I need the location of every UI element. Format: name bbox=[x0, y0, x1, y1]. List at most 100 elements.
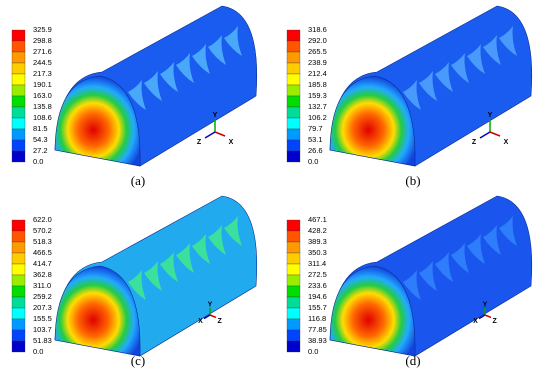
legend-label: 81.5 bbox=[33, 124, 48, 133]
legend-label: 414.7 bbox=[33, 259, 52, 268]
contour-stripe bbox=[160, 252, 178, 282]
colorbar-band bbox=[286, 128, 301, 141]
contour-stripe bbox=[483, 35, 501, 65]
legend-label: 362.8 bbox=[33, 270, 52, 279]
colorbar-band bbox=[286, 329, 301, 342]
legend-label: 570.2 bbox=[33, 226, 52, 235]
triad-label: Z bbox=[492, 318, 497, 325]
caption: (d) bbox=[405, 353, 420, 368]
axis-left bbox=[204, 131, 216, 139]
legend-label: 0.0 bbox=[308, 347, 318, 356]
vault-front bbox=[54, 75, 141, 167]
colorbar-band bbox=[286, 219, 301, 232]
colorbar-band bbox=[286, 241, 301, 254]
contour-stripe bbox=[403, 80, 421, 110]
colorbar-band bbox=[286, 40, 301, 53]
caption: (a) bbox=[131, 173, 145, 188]
contour-stripe bbox=[419, 261, 437, 291]
legend-label: 155.7 bbox=[308, 303, 327, 312]
legend-label: 116.8 bbox=[308, 314, 326, 323]
legend-label: 207.3 bbox=[33, 303, 52, 312]
legend-label: 244.5 bbox=[33, 58, 52, 67]
legend-label: 212.4 bbox=[308, 69, 327, 78]
contour-stripe bbox=[467, 44, 485, 74]
legend-label: 311.0 bbox=[33, 281, 51, 290]
contour-stripe bbox=[176, 243, 194, 273]
vault-front bbox=[54, 265, 141, 357]
triad-label: X bbox=[473, 318, 478, 325]
colorbar-band bbox=[286, 296, 301, 309]
colorbar-band bbox=[286, 263, 301, 276]
legend-label: 38.93 bbox=[308, 336, 327, 345]
legend-label: 194.6 bbox=[308, 292, 327, 301]
legend-label: 155.5 bbox=[33, 314, 52, 323]
panel: 325.9 298.8 271.6 244.5 217.3 190.1 163.0 135.8… bbox=[11, 5, 258, 188]
colorbar-band bbox=[11, 150, 26, 163]
colorbar-band bbox=[11, 117, 26, 130]
contour-stripe bbox=[160, 62, 178, 92]
axis-right bbox=[484, 314, 492, 319]
triad-label: X bbox=[229, 139, 234, 146]
contour-stripe bbox=[419, 71, 437, 101]
legend-label: 389.3 bbox=[308, 237, 327, 246]
legend-label: 135.8 bbox=[33, 102, 52, 111]
colorbar-band bbox=[286, 106, 301, 119]
legend-label: 53.1 bbox=[308, 135, 323, 144]
legend-label: 622.0 bbox=[33, 215, 52, 224]
colorbar-band bbox=[286, 51, 301, 64]
colorbar-band bbox=[286, 340, 301, 353]
panel: 318.6 292.0 265.5 238.9 212.4 185.8 159.3 132.7… bbox=[286, 5, 533, 188]
triad-label: X bbox=[198, 318, 203, 325]
legend-label: 265.5 bbox=[308, 47, 327, 56]
contour-stripe bbox=[224, 26, 242, 56]
vault-front bbox=[329, 75, 416, 167]
triad-label: Z bbox=[217, 318, 222, 325]
colorbar-band bbox=[286, 62, 301, 75]
colorbar-band bbox=[11, 263, 26, 276]
legend-label: 298.8 bbox=[33, 36, 52, 45]
colorbar-band bbox=[11, 106, 26, 119]
contour-stripe bbox=[128, 80, 146, 110]
colorbar-band bbox=[11, 252, 26, 265]
triad-label: X bbox=[504, 139, 509, 146]
legend-label: 466.5 bbox=[33, 248, 52, 257]
colorbar-band bbox=[11, 139, 26, 152]
legend-label: 467.1 bbox=[308, 215, 327, 224]
contour-stripe bbox=[499, 26, 517, 56]
contour-stripe bbox=[451, 243, 469, 273]
legend-label: 0.0 bbox=[33, 157, 43, 166]
contour-stripe bbox=[435, 252, 453, 282]
contour-stripe bbox=[208, 35, 226, 65]
contour-stripe bbox=[435, 62, 453, 92]
axis-left bbox=[479, 131, 491, 139]
contour-stripe bbox=[144, 261, 162, 291]
legend-label: 79.7 bbox=[308, 124, 323, 133]
legend-label: 27.2 bbox=[33, 146, 48, 155]
colorbar-band bbox=[11, 230, 26, 243]
axis-left bbox=[203, 314, 211, 320]
legend-label: 259.2 bbox=[33, 292, 52, 301]
colorbar-band bbox=[11, 62, 26, 75]
colorbar-band bbox=[286, 307, 301, 320]
triad-label: Z bbox=[197, 139, 202, 146]
colorbar-band bbox=[286, 230, 301, 243]
colorbar-band bbox=[286, 252, 301, 265]
colorbar-band bbox=[11, 219, 26, 232]
colorbar-band bbox=[286, 318, 301, 331]
legend-label: 272.5 bbox=[308, 270, 327, 279]
colorbar-band bbox=[11, 340, 26, 353]
colorbar-band bbox=[11, 29, 26, 42]
legend-label: 77.85 bbox=[308, 325, 327, 334]
legend-label: 26.6 bbox=[308, 146, 323, 155]
contour-stripe bbox=[208, 225, 226, 255]
triad-label: Y bbox=[488, 112, 493, 119]
legend-label: 103.7 bbox=[33, 325, 52, 334]
colorbar-band bbox=[11, 296, 26, 309]
colorbar-band bbox=[11, 51, 26, 64]
contour-stripe bbox=[128, 270, 146, 300]
legend-label: 292.0 bbox=[308, 36, 327, 45]
legend-label: 318.6 bbox=[308, 25, 327, 34]
legend-label: 163.0 bbox=[33, 91, 52, 100]
legend-label: 350.3 bbox=[308, 248, 327, 257]
